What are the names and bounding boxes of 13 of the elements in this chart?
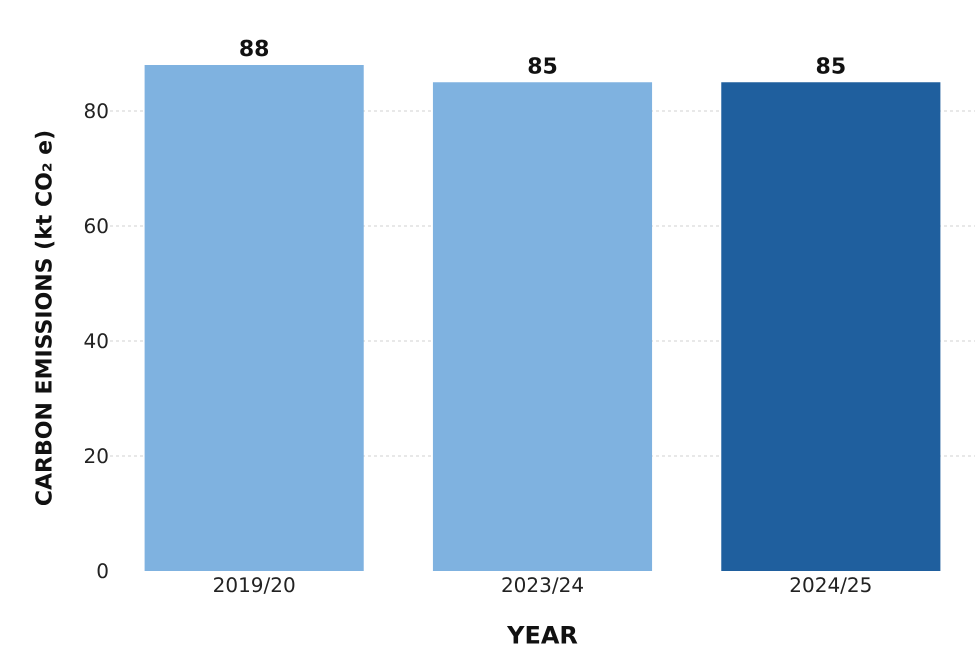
y-tick-label: 40 (84, 329, 109, 353)
y-tick-label: 80 (84, 99, 109, 123)
y-tick-label: 0 (96, 559, 109, 583)
y-tick-label: 60 (84, 214, 109, 238)
data-label: 85 (527, 54, 558, 80)
y-tick-label: 20 (84, 444, 109, 468)
x-axis-title: YEAR (506, 621, 578, 650)
data-label: 85 (816, 54, 846, 80)
y-axis-title: CARBON EMISSIONS (kt CO₂ e) (32, 130, 58, 506)
x-tick-label: 2023/24 (500, 573, 584, 597)
data-label: 88 (238, 37, 270, 62)
x-tick-label: 2019/20 (212, 573, 296, 597)
x-tick-label: 2024/25 (789, 573, 872, 597)
